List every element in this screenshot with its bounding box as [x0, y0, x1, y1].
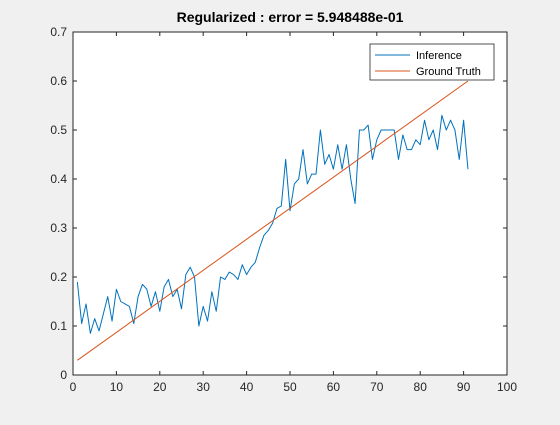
y-tick-label: 0.3: [50, 221, 67, 235]
x-tick-label: 90: [457, 380, 471, 394]
x-tick-label: 10: [110, 380, 124, 394]
y-tick-label: 0.6: [50, 74, 67, 88]
x-tick-label: 0: [70, 380, 77, 394]
y-tick-label: 0.5: [50, 123, 67, 137]
x-tick-label: 100: [497, 380, 517, 394]
y-tick-label: 0.1: [50, 319, 67, 333]
legend-label-inference: Inference: [416, 50, 462, 62]
x-tick-label: 80: [414, 380, 428, 394]
x-tick-label: 20: [153, 380, 167, 394]
plot-area: [73, 32, 507, 375]
x-tick-label: 30: [197, 380, 211, 394]
legend-label-ground-truth: Ground Truth: [416, 66, 481, 78]
x-tick-label: 50: [283, 380, 297, 394]
x-tick-label: 70: [370, 380, 384, 394]
legend: Inference Ground Truth: [369, 43, 495, 81]
y-tick-label: 0.7: [50, 25, 67, 39]
x-tick-label: 40: [240, 380, 254, 394]
chart-title: Regularized : error = 5.948488e-01: [177, 9, 404, 25]
x-tick-label: 60: [327, 380, 341, 394]
y-tick-label: 0.2: [50, 270, 67, 284]
series-layer: [76, 80, 469, 361]
series-line-ground-truth: [77, 80, 469, 361]
y-tick-label: 0.4: [50, 172, 67, 186]
y-tick-label: 0: [60, 368, 67, 382]
series-line-inference: [76, 114, 469, 334]
axis-layer: 0 10 20 30 40 50 60 70 80 90 100 0 0.1 0.2 0.3 0.4 0.5 0.…: [50, 25, 517, 394]
legend-box: [369, 43, 495, 81]
